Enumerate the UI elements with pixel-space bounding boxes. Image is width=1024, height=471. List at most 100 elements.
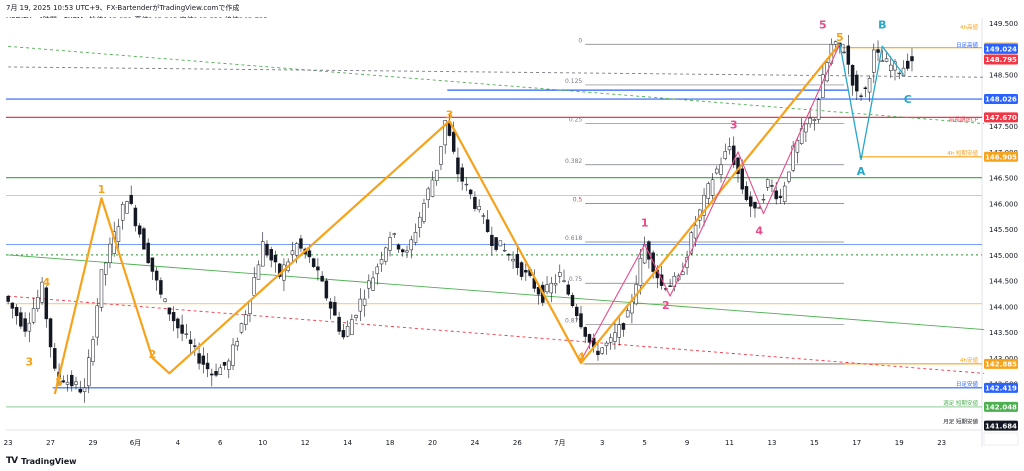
candle-body bbox=[108, 243, 112, 264]
candle-body bbox=[439, 146, 443, 165]
wave-label: 3 bbox=[730, 119, 738, 132]
candle-body bbox=[70, 374, 74, 387]
wave-label: C bbox=[904, 93, 912, 106]
candle-body bbox=[872, 49, 876, 73]
candle-body bbox=[180, 324, 184, 334]
level-caption: 4h 短期安値 bbox=[947, 149, 978, 157]
candle-body bbox=[765, 179, 770, 188]
time-tick-label: 19 bbox=[895, 439, 904, 447]
candle-body bbox=[95, 305, 99, 338]
candle-body bbox=[311, 258, 316, 267]
candle-body bbox=[787, 171, 791, 182]
candle-body bbox=[53, 348, 57, 369]
candle-body bbox=[27, 322, 32, 332]
candle-body bbox=[146, 242, 150, 264]
candle-body bbox=[392, 233, 397, 235]
candle-body bbox=[859, 95, 863, 97]
tradingview-logo-icon: TV bbox=[6, 456, 18, 466]
wave-label: 5 bbox=[836, 31, 844, 44]
time-tick-label: 24 bbox=[470, 439, 479, 447]
candle-body bbox=[498, 240, 503, 247]
candle-body bbox=[324, 280, 329, 299]
candle-body bbox=[282, 264, 286, 281]
candle-body bbox=[613, 332, 617, 342]
candle-body bbox=[744, 186, 749, 200]
candle-body bbox=[409, 239, 413, 251]
candle-body bbox=[757, 207, 761, 209]
candle-body bbox=[277, 263, 282, 277]
candle-body bbox=[494, 237, 498, 250]
candle-body bbox=[867, 78, 872, 93]
trendline bbox=[8, 45, 985, 125]
candle-body bbox=[159, 280, 163, 295]
candle-body bbox=[804, 123, 808, 133]
candle-body bbox=[273, 254, 278, 263]
plot-area bbox=[6, 18, 982, 430]
candle-body bbox=[405, 250, 409, 253]
level-caption: 月足 短期安値 bbox=[943, 418, 978, 426]
candle-body bbox=[125, 201, 129, 214]
price-tag-label: 142.419 bbox=[985, 384, 1017, 392]
level-caption: 前長期足CP bbox=[949, 116, 979, 124]
fib-level-label: 0.875 bbox=[565, 317, 582, 324]
candle-body bbox=[889, 64, 893, 71]
candle-body bbox=[23, 318, 27, 332]
candle-body bbox=[770, 185, 774, 187]
candle-body bbox=[604, 342, 609, 347]
candle-body bbox=[621, 323, 626, 330]
candle-body bbox=[816, 99, 821, 120]
candle-body bbox=[167, 307, 172, 315]
price-tick-label: 144.000 bbox=[989, 303, 1018, 311]
level-caption: 日足高値 bbox=[956, 41, 979, 49]
candle-body bbox=[74, 381, 78, 385]
candle-body bbox=[850, 65, 855, 86]
candle-body bbox=[473, 196, 477, 209]
candle-body bbox=[316, 266, 320, 271]
candle-body bbox=[706, 183, 711, 199]
time-tick-label: 20 bbox=[428, 439, 437, 447]
fib-level-label: 0.618 bbox=[565, 235, 582, 242]
candle-body bbox=[600, 347, 604, 354]
candle-body bbox=[252, 277, 256, 296]
time-tick-label: 9 bbox=[685, 439, 689, 447]
fib-level-label: 0.125 bbox=[565, 78, 582, 85]
brand-name: TradingView bbox=[21, 456, 77, 466]
candle-body bbox=[846, 45, 851, 65]
time-tick-label: 10 bbox=[258, 439, 267, 447]
level-caption: 週足 短期安値 bbox=[943, 399, 978, 407]
price-tag-label: 149.024 bbox=[985, 46, 1017, 54]
candle-body bbox=[638, 257, 643, 286]
candle-body bbox=[99, 269, 104, 308]
wave-label: 5 bbox=[55, 376, 63, 389]
candle-body bbox=[906, 60, 910, 69]
candle-body bbox=[774, 190, 778, 200]
wave-label: 4 bbox=[755, 224, 763, 237]
candle-body bbox=[260, 241, 265, 267]
candle-body bbox=[269, 249, 273, 261]
tradingview-brand[interactable]: TV TradingView bbox=[6, 456, 77, 466]
candle-body bbox=[617, 324, 621, 338]
candle-body bbox=[511, 258, 515, 262]
candle-body bbox=[625, 310, 630, 318]
candle-body bbox=[379, 259, 384, 265]
candle-body bbox=[481, 215, 486, 217]
candle-body bbox=[235, 341, 240, 347]
level-caption: 4h高値 bbox=[960, 23, 978, 31]
candle-body bbox=[61, 380, 66, 383]
candle-body bbox=[290, 250, 295, 255]
candle-body bbox=[562, 280, 566, 282]
candle-body bbox=[205, 362, 210, 370]
candle-body bbox=[418, 216, 422, 228]
candle-body bbox=[583, 327, 587, 337]
candle-body bbox=[719, 164, 723, 175]
time-tick-label: 23 bbox=[937, 439, 946, 447]
price-tick-label: 145.000 bbox=[989, 252, 1018, 260]
wave-label: 4 bbox=[42, 276, 50, 289]
candle-body bbox=[350, 319, 354, 335]
candle-body bbox=[740, 168, 744, 190]
time-tick-label: 29 bbox=[89, 439, 98, 447]
price-tick-label: 148.500 bbox=[989, 72, 1018, 80]
candle-body bbox=[222, 362, 227, 366]
